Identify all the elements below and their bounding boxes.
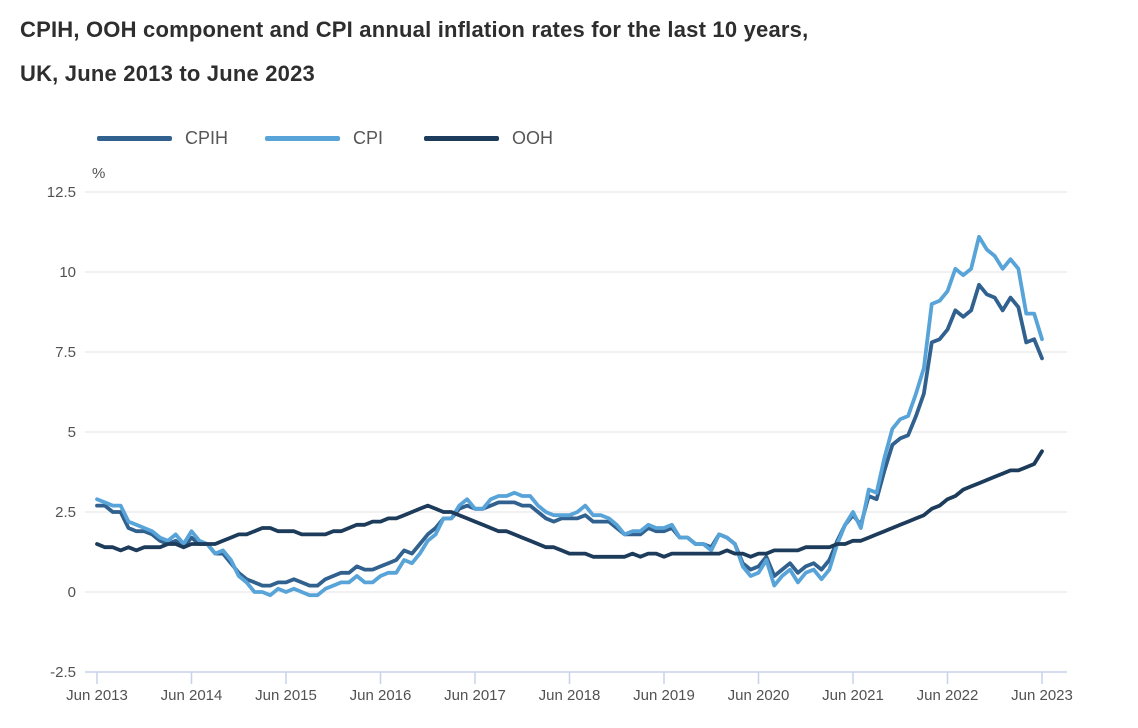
chart-title: CPIH, OOH component and CPI annual infla…: [20, 8, 808, 96]
x-tick-label: Jun 2018: [539, 687, 601, 704]
x-tick-label: Jun 2022: [917, 687, 979, 704]
ooh-line-swatch: [424, 136, 499, 141]
y-tick-label: -2.5: [50, 664, 76, 681]
legend-label-cpih: CPIH: [185, 128, 229, 148]
legend-label-cpi: CPI: [353, 128, 384, 148]
cpih-line: [95, 282, 1044, 588]
x-tick-label: Jun 2015: [255, 687, 317, 704]
legend-item-ooh: OOH: [424, 128, 553, 149]
legend-item-cpi: CPI: [265, 128, 383, 149]
x-tick-label: Jun 2020: [728, 687, 790, 704]
y-axis-unit-label: %: [92, 165, 106, 182]
y-tick-label: 12.5: [47, 184, 76, 201]
cpih-line-swatch: [97, 136, 172, 141]
x-tick-label: Jun 2013: [66, 687, 128, 704]
x-tick-label: Jun 2021: [822, 687, 884, 704]
ooh-line: [95, 449, 1044, 559]
x-tick-label: Jun 2023: [1011, 687, 1073, 704]
x-tick-label: Jun 2014: [161, 687, 223, 704]
cpi-line-swatch: [265, 136, 340, 141]
x-tick-label: Jun 2019: [633, 687, 695, 704]
cpi-line: [95, 234, 1044, 598]
legend-item-cpih: CPIH: [97, 128, 228, 149]
y-tick-label: 0: [68, 584, 76, 601]
x-tick-label: Jun 2017: [444, 687, 506, 704]
chart-legend: CPIH CPI OOH: [0, 128, 1138, 148]
y-tick-label: 5: [68, 424, 76, 441]
y-tick-label: 10: [59, 264, 76, 281]
chart-title-line1: CPIH, OOH component and CPI annual infla…: [20, 17, 809, 42]
y-tick-label: 7.5: [55, 344, 76, 361]
legend-label-ooh: OOH: [512, 128, 554, 148]
x-tick-label: Jun 2016: [350, 687, 412, 704]
y-tick-label: 2.5: [55, 504, 76, 521]
chart-title-line2: UK, June 2013 to June 2023: [20, 61, 315, 86]
